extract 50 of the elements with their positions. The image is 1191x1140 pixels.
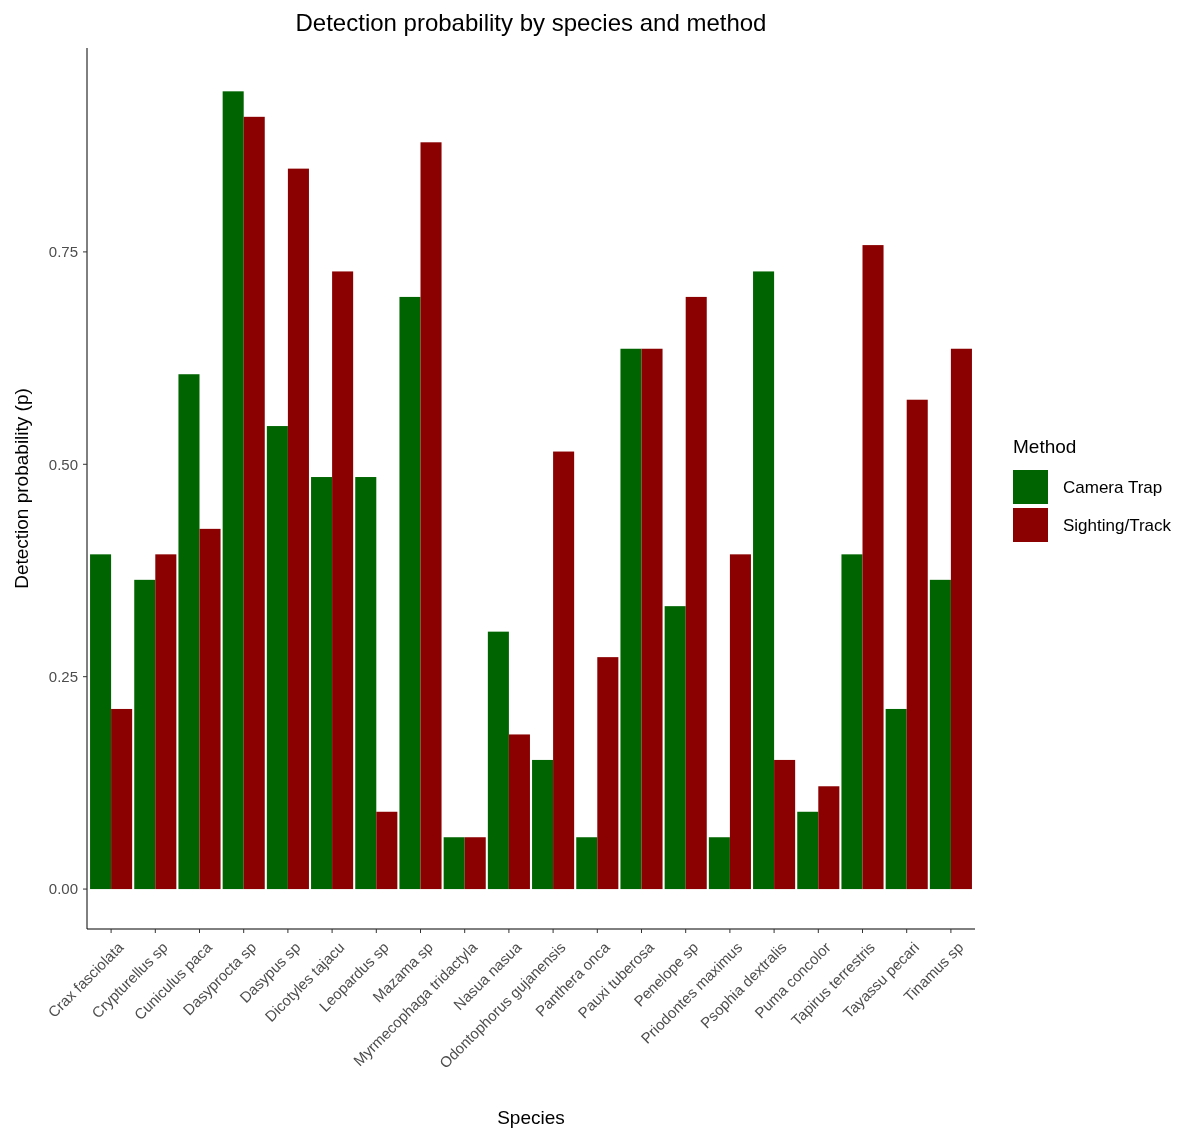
legend-label: Sighting/Track — [1063, 515, 1172, 535]
bar — [729, 554, 751, 890]
bar — [553, 451, 575, 890]
bar — [641, 348, 663, 890]
legend-title: Method — [1013, 436, 1077, 457]
bar — [311, 477, 333, 890]
bar — [332, 271, 354, 890]
bar — [199, 528, 221, 890]
bar — [90, 554, 112, 890]
bar — [664, 606, 686, 890]
bar — [818, 786, 840, 890]
bar — [841, 554, 863, 890]
bar — [266, 426, 288, 890]
bar — [243, 116, 265, 890]
bar — [950, 348, 972, 890]
bar — [708, 837, 730, 890]
bar — [774, 759, 796, 890]
bar — [532, 759, 554, 890]
bar — [443, 837, 465, 890]
bar — [222, 91, 244, 890]
bar — [885, 708, 907, 890]
y-axis-title: Detection probability (p) — [11, 388, 32, 589]
bar — [576, 837, 598, 890]
bar — [355, 477, 377, 890]
legend-label: Camera Trap — [1063, 477, 1163, 497]
y-tick-label: 0.25 — [48, 667, 78, 685]
y-tick-label: 0.00 — [48, 880, 78, 898]
bar — [753, 271, 775, 890]
chart-title: Detection probability by species and method — [295, 9, 767, 36]
bar — [597, 657, 619, 890]
bar — [134, 579, 156, 890]
y-tick-label: 0.50 — [48, 455, 78, 473]
bar — [287, 168, 309, 890]
bar — [399, 296, 421, 890]
bar — [685, 296, 707, 890]
bar — [487, 631, 509, 890]
bar — [508, 734, 530, 890]
x-axis-title: Species — [497, 1107, 565, 1128]
bar — [376, 811, 398, 890]
bar — [620, 348, 642, 890]
bar — [420, 142, 442, 890]
bar — [178, 374, 200, 890]
bar — [906, 399, 928, 890]
bar — [797, 811, 819, 890]
bar — [155, 554, 177, 890]
bar — [464, 837, 486, 890]
bar — [929, 579, 951, 890]
bar — [862, 245, 884, 890]
y-tick-label: 0.75 — [48, 243, 78, 261]
bar — [111, 708, 133, 890]
